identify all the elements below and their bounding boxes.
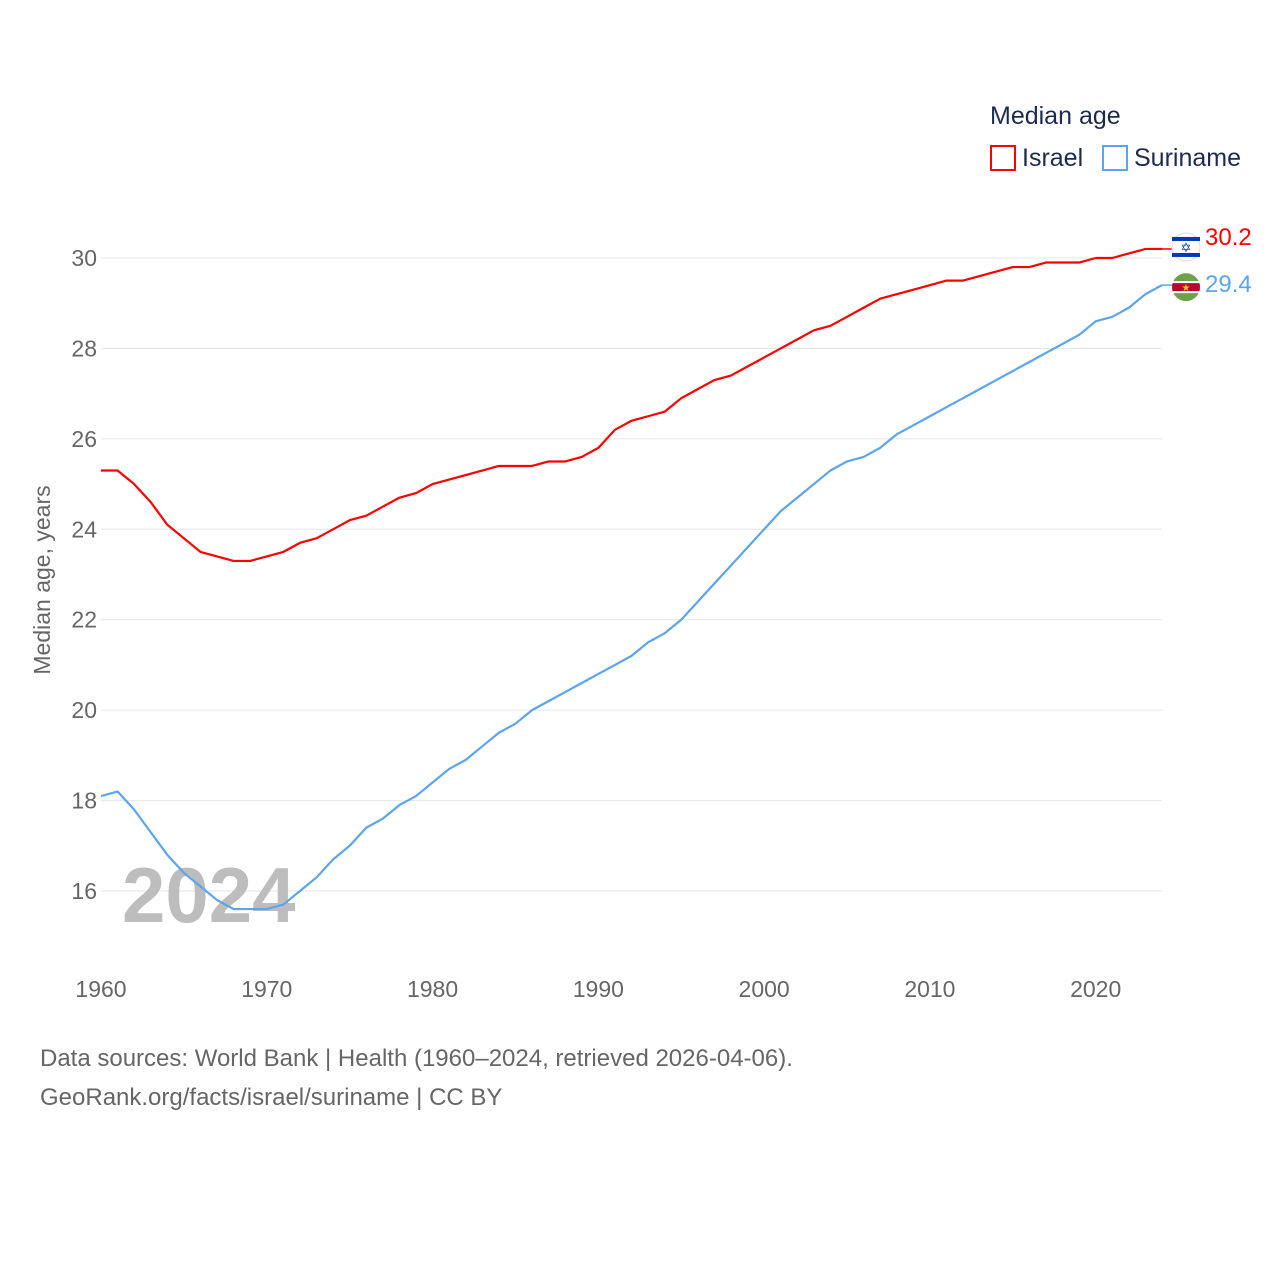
y-tick-label: 26 — [71, 426, 97, 452]
x-tick-label: 2020 — [1070, 976, 1121, 1002]
end-value-label: 30.2 — [1205, 224, 1252, 251]
y-tick-label: 16 — [71, 878, 97, 904]
y-tick-label: 18 — [71, 788, 97, 814]
x-tick-label: 1970 — [241, 976, 292, 1002]
x-tick-label: 1980 — [407, 976, 458, 1002]
series-line-suriname — [100, 284, 1163, 911]
attribution-link[interactable]: GeoRank.org/facts/israel/suriname | CC B… — [40, 1084, 503, 1111]
series-line-israel — [101, 247, 1162, 563]
year-watermark: 2024 — [122, 851, 296, 939]
legend-swatch-suriname[interactable] — [1102, 145, 1128, 171]
legend-swatch-israel[interactable] — [990, 145, 1016, 171]
israel-flag-icon: ✡ — [1171, 232, 1201, 262]
data-source-note: Data sources: World Bank | Health (1960–… — [40, 1045, 793, 1072]
suriname-flag-icon: ★ — [1172, 273, 1200, 302]
y-tick-label: 20 — [71, 697, 97, 723]
x-tick-label: 1960 — [75, 976, 126, 1002]
legend-title: Median age — [990, 102, 1121, 130]
legend-label-israel[interactable]: Israel — [1022, 144, 1083, 172]
svg-text:★: ★ — [1182, 283, 1191, 294]
x-tick-label: 1990 — [573, 976, 624, 1002]
y-axis-label: Median age, years — [29, 485, 55, 674]
x-tick-label: 2000 — [739, 976, 790, 1002]
y-tick-label: 24 — [71, 516, 97, 542]
legend-label-suriname[interactable]: Suriname — [1134, 144, 1241, 172]
y-tick-label: 30 — [71, 245, 97, 271]
x-tick-label: 2010 — [904, 976, 955, 1002]
svg-text:✡: ✡ — [1181, 240, 1192, 255]
end-value-label: 29.4 — [1205, 271, 1252, 298]
y-tick-label: 22 — [71, 607, 97, 633]
y-tick-label: 28 — [71, 335, 97, 361]
